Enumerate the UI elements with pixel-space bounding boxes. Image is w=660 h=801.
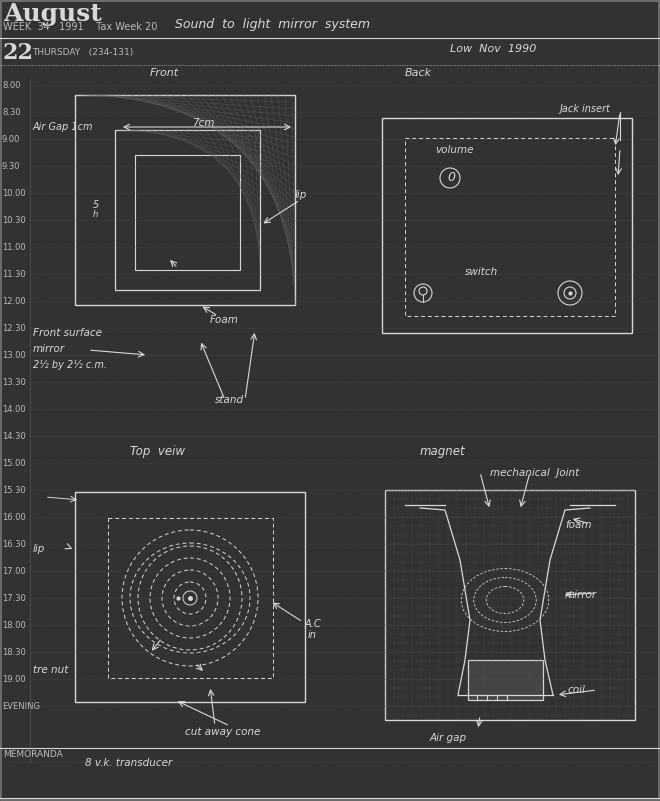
- Text: Sound  to  light  mirror  system: Sound to light mirror system: [175, 18, 370, 31]
- Text: 8.00: 8.00: [2, 81, 20, 90]
- Text: magnet: magnet: [420, 445, 465, 458]
- Text: 18.00: 18.00: [2, 621, 26, 630]
- Text: MEMORANDA: MEMORANDA: [3, 750, 63, 759]
- Text: 17.00: 17.00: [2, 567, 26, 576]
- Text: stand: stand: [215, 395, 244, 405]
- Text: August: August: [3, 2, 102, 26]
- Text: 8.30: 8.30: [2, 108, 20, 117]
- Text: 14.30: 14.30: [2, 432, 26, 441]
- Text: EVENING: EVENING: [2, 702, 40, 711]
- Text: coil: coil: [568, 685, 586, 695]
- Text: THURSDAY   (234-131): THURSDAY (234-131): [32, 48, 133, 57]
- Text: 12.00: 12.00: [2, 297, 26, 306]
- Text: Air gap: Air gap: [430, 733, 467, 743]
- Text: 15.00: 15.00: [2, 459, 26, 468]
- Text: 7cm: 7cm: [192, 118, 214, 128]
- Text: 19.00: 19.00: [2, 675, 26, 684]
- Text: 12.30: 12.30: [2, 324, 26, 333]
- Text: 9.30: 9.30: [2, 162, 20, 171]
- Bar: [385, 490, 635, 720]
- Text: 14.00: 14.00: [2, 405, 26, 414]
- Text: 2½ by 2½ c.m.: 2½ by 2½ c.m.: [33, 360, 107, 370]
- Text: WEEK  34   1991    Tax Week 20: WEEK 34 1991 Tax Week 20: [3, 22, 157, 32]
- Text: 0: 0: [447, 171, 455, 184]
- Text: 22: 22: [3, 42, 34, 64]
- Text: foam: foam: [565, 520, 591, 530]
- Text: 15.30: 15.30: [2, 486, 26, 495]
- Bar: [108, 518, 273, 678]
- Bar: [75, 492, 305, 702]
- Text: Low  Nov  1990: Low Nov 1990: [450, 44, 537, 54]
- Bar: [468, 660, 543, 700]
- Bar: [75, 95, 295, 305]
- Text: lip: lip: [295, 190, 308, 200]
- Bar: [135, 155, 240, 270]
- Text: in: in: [308, 630, 317, 640]
- Text: Foam: Foam: [210, 315, 239, 325]
- Text: mirror: mirror: [565, 590, 597, 600]
- Text: mechanical  Joint: mechanical Joint: [490, 468, 579, 478]
- Text: 11.30: 11.30: [2, 270, 26, 279]
- Text: volume: volume: [435, 145, 473, 155]
- Text: 8 v.k. transducer: 8 v.k. transducer: [85, 758, 172, 768]
- Bar: [115, 130, 260, 290]
- Text: Air Gap 1cm: Air Gap 1cm: [33, 122, 94, 132]
- Text: 16.00: 16.00: [2, 513, 26, 522]
- Text: 10.00: 10.00: [2, 189, 26, 198]
- Bar: [382, 118, 632, 333]
- Text: 16.30: 16.30: [2, 540, 26, 549]
- Text: 9.00: 9.00: [2, 135, 20, 144]
- Text: h: h: [93, 210, 98, 219]
- Text: 10.30: 10.30: [2, 216, 26, 225]
- Text: switch: switch: [465, 267, 498, 277]
- Text: 18.30: 18.30: [2, 648, 26, 657]
- Text: 13.00: 13.00: [2, 351, 26, 360]
- Text: 11.00: 11.00: [2, 243, 26, 252]
- Text: 5: 5: [93, 200, 99, 210]
- Text: Back: Back: [405, 68, 432, 78]
- Text: mirror: mirror: [33, 344, 65, 354]
- Text: Jack insert: Jack insert: [560, 104, 611, 114]
- Text: A.C: A.C: [305, 619, 321, 629]
- Text: 13.30: 13.30: [2, 378, 26, 387]
- Bar: [405, 138, 615, 316]
- Text: lip: lip: [33, 544, 46, 554]
- Text: Front: Front: [150, 68, 179, 78]
- Text: 17.30: 17.30: [2, 594, 26, 603]
- Text: Top  veiw: Top veiw: [130, 445, 185, 458]
- Text: Front surface: Front surface: [33, 328, 102, 338]
- Text: tre nut: tre nut: [33, 665, 69, 675]
- Text: cut away cone: cut away cone: [185, 727, 261, 737]
